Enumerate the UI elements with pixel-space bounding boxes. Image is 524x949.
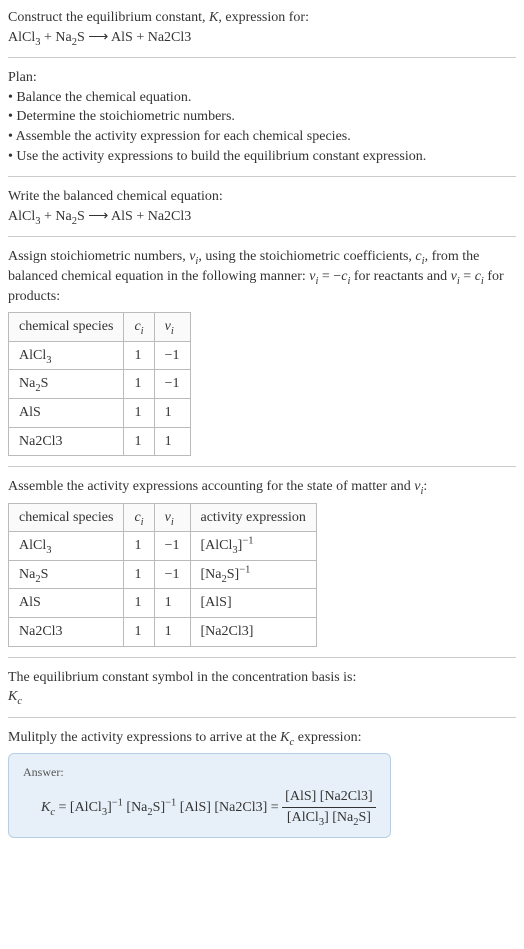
cell: 1 <box>154 398 190 427</box>
cell: 1 <box>154 618 190 647</box>
answer-fraction: [AlS] [Na2Cl3] [AlCl3] [Na2S] <box>282 787 376 827</box>
table-row: Na2Cl3 1 1 <box>9 427 191 456</box>
table-row: AlS 1 1 <box>9 398 191 427</box>
stoich-section: Assign stoichiometric numbers, νi, using… <box>8 247 516 456</box>
col-header: activity expression <box>190 503 316 532</box>
cell: [AlS] <box>190 589 316 618</box>
table-row: AlCl3 1 −1 [AlCl3]−1 <box>9 532 317 561</box>
cell: 1 <box>154 589 190 618</box>
cell: −1 <box>154 532 190 561</box>
cell: Na2S <box>9 560 124 589</box>
cell: −1 <box>154 370 190 399</box>
cell: −1 <box>154 341 190 370</box>
plan-item: • Determine the stoichiometric numbers. <box>8 107 516 127</box>
cell: AlS <box>9 589 124 618</box>
cell: 1 <box>124 398 154 427</box>
cell: 1 <box>124 532 154 561</box>
table-row: Na2S 1 −1 <box>9 370 191 399</box>
activity-section: Assemble the activity expressions accoun… <box>8 477 516 647</box>
stoich-table: chemical species ci νi AlCl3 1 −1 Na2S 1… <box>8 312 191 456</box>
multiply-text: Mulitply the activity expressions to arr… <box>8 728 516 748</box>
cell: 1 <box>154 427 190 456</box>
cell: 1 <box>124 427 154 456</box>
col-header: chemical species <box>9 503 124 532</box>
answer-label: Answer: <box>23 764 376 781</box>
balanced-heading: Write the balanced chemical equation: <box>8 187 516 207</box>
plan-heading: Plan: <box>8 68 516 88</box>
col-header: ci <box>124 503 154 532</box>
table-row: Na2Cl3 1 1 [Na2Cl3] <box>9 618 317 647</box>
answer-denominator: [AlCl3] [Na2S] <box>282 808 376 828</box>
cell: AlS <box>9 398 124 427</box>
cell: [Na2Cl3] <box>190 618 316 647</box>
cell: AlCl3 <box>9 532 124 561</box>
divider <box>8 236 516 237</box>
col-header: ci <box>124 313 154 342</box>
cell: 1 <box>124 370 154 399</box>
intro-equation: AlCl3 + Na2S ⟶ AlS + Na2Cl3 <box>8 28 516 48</box>
plan-item: • Use the activity expressions to build … <box>8 147 516 167</box>
cell: AlCl3 <box>9 341 124 370</box>
symbol-line2: Kc <box>8 687 516 707</box>
cell: [AlCl3]−1 <box>190 532 316 561</box>
divider <box>8 176 516 177</box>
cell: Na2S <box>9 370 124 399</box>
cell: Na2Cl3 <box>9 618 124 647</box>
stoich-text: Assign stoichiometric numbers, νi, using… <box>8 247 516 306</box>
col-header: νi <box>154 503 190 532</box>
table-row: AlS 1 1 [AlS] <box>9 589 317 618</box>
divider <box>8 57 516 58</box>
balanced-equation: AlCl3 + Na2S ⟶ AlS + Na2Cl3 <box>8 207 516 227</box>
divider <box>8 717 516 718</box>
table-row: Na2S 1 −1 [Na2S]−1 <box>9 560 317 589</box>
cell: [Na2S]−1 <box>190 560 316 589</box>
plan-section: Plan: • Balance the chemical equation. •… <box>8 68 516 166</box>
plan-item: • Balance the chemical equation. <box>8 88 516 108</box>
table-row: AlCl3 1 −1 <box>9 341 191 370</box>
table-header-row: chemical species ci νi activity expressi… <box>9 503 317 532</box>
cell: 1 <box>124 560 154 589</box>
cell: 1 <box>124 589 154 618</box>
symbol-line1: The equilibrium constant symbol in the c… <box>8 668 516 688</box>
answer-expression: Kc = [AlCl3]−1 [Na2S]−1 [AlS] [Na2Cl3] =… <box>23 787 376 827</box>
divider <box>8 657 516 658</box>
plan-item: • Assemble the activity expression for e… <box>8 127 516 147</box>
answer-box: Answer: Kc = [AlCl3]−1 [Na2S]−1 [AlS] [N… <box>8 753 391 838</box>
cell: −1 <box>154 560 190 589</box>
activity-text: Assemble the activity expressions accoun… <box>8 477 516 497</box>
col-header: chemical species <box>9 313 124 342</box>
cell: 1 <box>124 341 154 370</box>
activity-table: chemical species ci νi activity expressi… <box>8 503 317 647</box>
cell: 1 <box>124 618 154 647</box>
intro-section: Construct the equilibrium constant, K, e… <box>8 8 516 47</box>
col-header: νi <box>154 313 190 342</box>
balanced-section: Write the balanced chemical equation: Al… <box>8 187 516 226</box>
answer-numerator: [AlS] [Na2Cl3] <box>282 787 376 808</box>
cell: Na2Cl3 <box>9 427 124 456</box>
answer-lhs: Kc = [AlCl3]−1 [Na2S]−1 [AlS] [Na2Cl3] = <box>41 800 282 815</box>
symbol-section: The equilibrium constant symbol in the c… <box>8 668 516 707</box>
intro-line1: Construct the equilibrium constant, K, e… <box>8 8 516 28</box>
multiply-section: Mulitply the activity expressions to arr… <box>8 728 516 839</box>
table-header-row: chemical species ci νi <box>9 313 191 342</box>
divider <box>8 466 516 467</box>
